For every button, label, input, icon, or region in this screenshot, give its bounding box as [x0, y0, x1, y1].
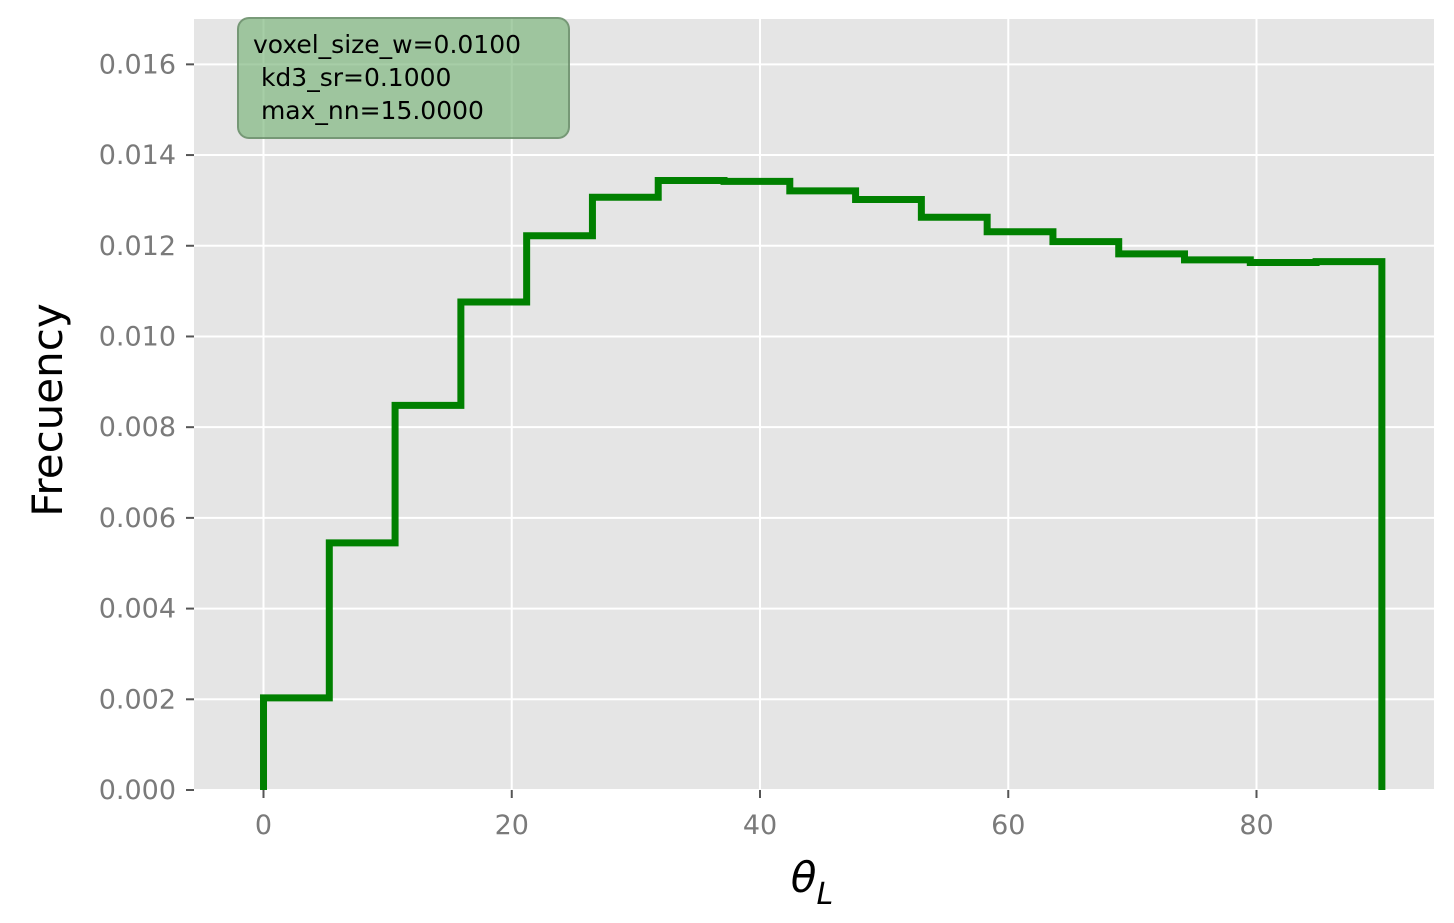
grid-lines	[194, 19, 1434, 791]
histogram-bin	[1119, 254, 1185, 790]
y-tick-label: 0.010	[99, 321, 176, 352]
histogram-bin	[461, 302, 527, 790]
parameters-annotation-box: voxel_size_w=0.0100 kd3_sr=0.1000 max_nn…	[237, 17, 570, 139]
histogram-bin	[1250, 263, 1316, 790]
annotation-line-voxel-size: voxel_size_w=0.0100	[253, 30, 522, 59]
x-tick-label: 80	[1239, 810, 1273, 841]
y-tick-label: 0.012	[99, 231, 176, 262]
y-tick-label: 0.014	[99, 140, 176, 171]
y-axis-title: Frecuency	[23, 303, 72, 516]
x-axis-title-symbol: θ	[791, 853, 817, 902]
y-tick-label: 0.004	[99, 594, 176, 625]
x-tick-label: 40	[743, 810, 777, 841]
histogram-bin	[790, 191, 856, 790]
histogram-bin	[527, 236, 593, 790]
axis-ticks: 0 20 40 60 80 0.000 0.002 0.004 0.006 0.008 0.010 0…	[99, 49, 1274, 841]
histogram-bin	[724, 181, 790, 790]
x-axis-title-subscript: L	[816, 877, 833, 912]
histogram-bin	[1185, 260, 1251, 790]
histogram-bin	[1053, 242, 1119, 790]
x-tick-label: 20	[495, 810, 529, 841]
histogram-bin	[264, 698, 330, 790]
histogram-bin	[395, 405, 461, 790]
histogram-step-line	[260, 176, 1386, 790]
annotation-line-max-nn: max_nn=15.0000	[253, 96, 484, 125]
y-tick-label: 0.016	[99, 49, 176, 80]
histogram-bin	[658, 180, 724, 790]
y-tick-label: 0.006	[99, 503, 176, 534]
histogram-bin	[856, 200, 922, 790]
y-tick-label: 0.000	[99, 775, 176, 806]
histogram-bin	[987, 232, 1053, 790]
x-tick-label: 0	[255, 810, 272, 841]
x-tick-label: 60	[991, 810, 1025, 841]
histogram-bin	[592, 197, 658, 790]
annotation-line-kd3-sr: kd3_sr=0.1000	[253, 63, 452, 92]
x-axis-title: θL	[791, 853, 833, 912]
y-tick-label: 0.002	[99, 684, 176, 715]
histogram-bin	[1316, 262, 1382, 790]
y-tick-label: 0.008	[99, 412, 176, 443]
histogram-bin	[329, 543, 395, 790]
histogram-bin	[921, 217, 987, 790]
